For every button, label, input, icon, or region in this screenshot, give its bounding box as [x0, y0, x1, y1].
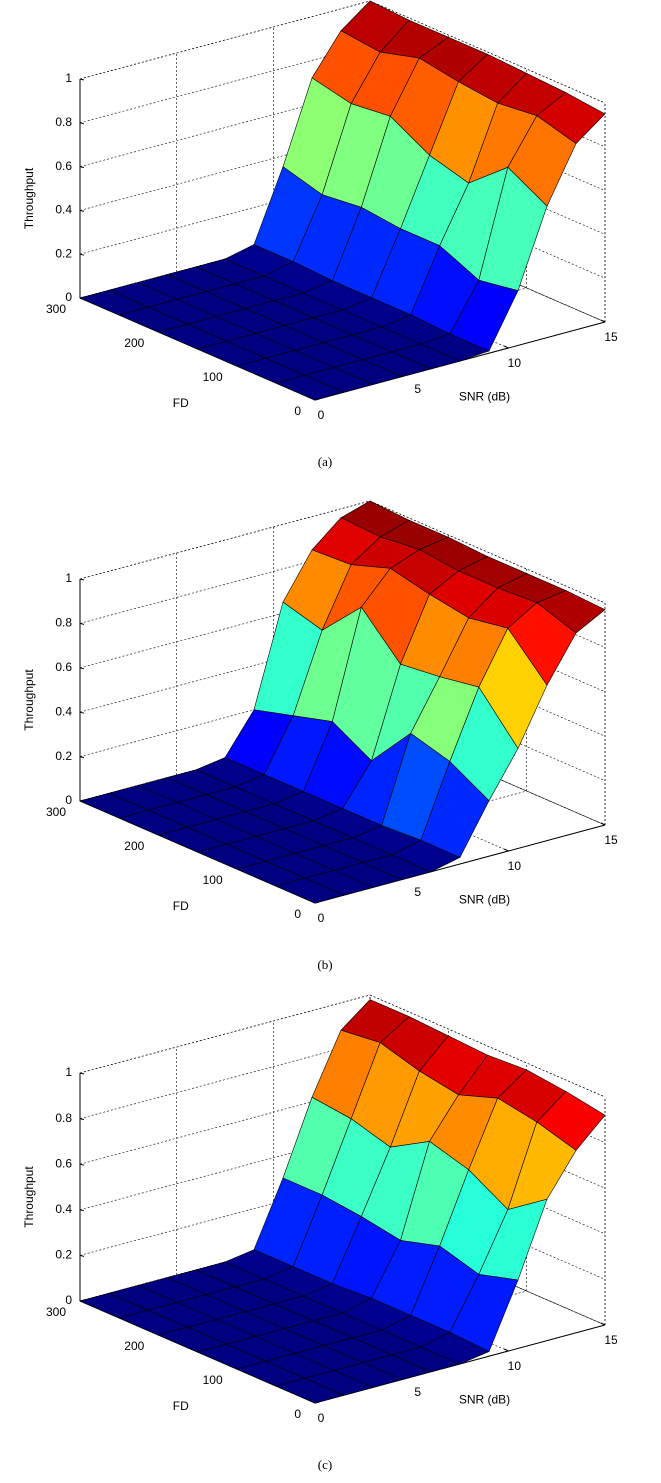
- z-tick: [79, 166, 85, 169]
- y-tick-label: 0: [294, 1407, 301, 1421]
- z-tick-label: 1: [65, 1065, 72, 1079]
- z-tick-label: 0.2: [55, 1248, 72, 1262]
- y-tick-label: 300: [46, 302, 66, 316]
- x-axis-label: SNR (dB): [459, 1392, 510, 1406]
- x-axis-label: SNR (dB): [459, 892, 510, 906]
- caption: (a): [318, 454, 332, 469]
- y-tick-label: 300: [46, 805, 66, 819]
- x-tick-label: 15: [604, 330, 618, 344]
- z-tick: [79, 1209, 85, 1212]
- z-tick-label: 1: [65, 71, 72, 85]
- y-tick-label: 0: [294, 907, 301, 921]
- y-tick-label: 300: [46, 1305, 66, 1319]
- y-tick-label: 0: [294, 404, 301, 418]
- z-tick: [79, 209, 85, 212]
- surface-patch: [274, 374, 345, 401]
- caption: (c): [318, 1457, 332, 1472]
- z-tick-label: 0: [65, 1293, 72, 1307]
- z-tick: [79, 711, 85, 714]
- z-tick: [79, 578, 85, 581]
- z-tick-label: 0.4: [55, 203, 72, 217]
- z-tick: [79, 756, 85, 759]
- grid-line: [369, 500, 606, 604]
- x-tick-label: 5: [414, 1385, 421, 1399]
- z-tick: [79, 1118, 85, 1121]
- z-tick-label: 0.6: [55, 660, 72, 674]
- x-tick-label: 10: [508, 356, 522, 370]
- z-tick-label: 1: [65, 571, 72, 585]
- grid-line: [369, 0, 606, 104]
- y-axis-label: FD: [173, 1399, 189, 1413]
- z-axis-label: Throughput: [22, 669, 36, 731]
- y-tick-label: 100: [203, 370, 223, 384]
- z-tick-label: 0.2: [55, 246, 72, 260]
- z-tick: [79, 1163, 85, 1166]
- z-tick: [79, 667, 85, 670]
- x-tick: [600, 822, 606, 826]
- caption: (b): [317, 957, 332, 972]
- z-tick: [79, 253, 85, 256]
- z-axis-label: Throughput: [22, 1166, 36, 1228]
- x-tick-label: 0: [318, 408, 325, 422]
- x-tick: [504, 1348, 509, 1352]
- z-tick: [79, 78, 85, 81]
- z-tick-label: 0.6: [55, 159, 72, 173]
- grid-line: [369, 994, 606, 1098]
- z-tick-label: 0.8: [55, 1111, 72, 1125]
- y-tick-label: 200: [124, 336, 144, 350]
- x-tick-label: 15: [604, 833, 618, 847]
- x-tick-label: 10: [508, 1359, 522, 1373]
- x-tick: [504, 848, 509, 852]
- y-tick-label: 200: [124, 839, 144, 853]
- x-tick-label: 15: [604, 1333, 618, 1347]
- z-tick-label: 0.8: [55, 115, 72, 129]
- y-axis-label: FD: [173, 899, 189, 913]
- z-tick: [79, 122, 85, 125]
- surface-patch: [274, 1377, 345, 1404]
- z-tick-label: 0.2: [55, 749, 72, 763]
- z-tick-label: 0.4: [55, 704, 72, 718]
- x-tick-label: 5: [414, 382, 421, 396]
- x-tick-label: 10: [508, 859, 522, 873]
- z-tick-label: 0.4: [55, 1202, 72, 1216]
- z-tick-label: 0.6: [55, 1156, 72, 1170]
- y-tick-label: 100: [203, 1373, 223, 1387]
- y-tick-label: 200: [124, 1339, 144, 1353]
- x-tick-label: 0: [318, 1411, 325, 1425]
- x-tick-label: 0: [318, 911, 325, 925]
- z-axis-label: Throughput: [22, 167, 36, 229]
- x-tick: [600, 1322, 606, 1326]
- x-tick-label: 5: [414, 885, 421, 899]
- z-tick-label: 0: [65, 793, 72, 807]
- z-tick: [79, 1072, 85, 1075]
- z-tick: [79, 622, 85, 625]
- surface-patch: [274, 877, 345, 904]
- z-tick-label: 0.8: [55, 616, 72, 630]
- y-axis-label: FD: [173, 396, 189, 410]
- z-tick: [79, 1254, 85, 1257]
- grid-line: [79, 994, 371, 1074]
- x-tick: [600, 319, 606, 323]
- y-tick-label: 100: [203, 873, 223, 887]
- x-tick: [504, 345, 509, 349]
- z-tick-label: 0: [65, 290, 72, 304]
- x-axis-label: SNR (dB): [459, 389, 510, 403]
